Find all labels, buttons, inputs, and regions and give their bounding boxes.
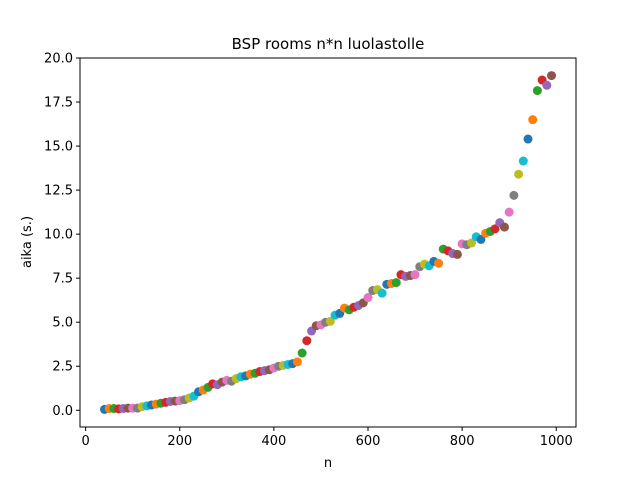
data-point <box>514 169 524 179</box>
data-point <box>509 190 519 200</box>
chart-title: BSP rooms n*n luolastolle <box>232 35 425 53</box>
data-point <box>297 348 307 358</box>
x-axis-label: n <box>324 456 332 471</box>
data-point <box>467 238 477 248</box>
y-tick-label: 12.5 <box>44 184 73 199</box>
data-point <box>518 156 528 166</box>
data-point <box>391 278 401 288</box>
data-point <box>542 80 552 90</box>
y-tick-label: 20.0 <box>44 52 73 67</box>
data-point <box>325 316 335 326</box>
data-point <box>363 293 373 303</box>
data-point <box>523 134 533 144</box>
y-tick-label: 15.0 <box>44 140 73 155</box>
data-point <box>476 234 486 244</box>
y-tick-label: 0.0 <box>52 404 73 419</box>
x-tick-label: 600 <box>356 434 381 449</box>
data-point <box>292 357 302 367</box>
data-point <box>377 288 387 298</box>
y-axis-label: aika (s.) <box>20 216 35 268</box>
plot-frame <box>79 57 577 428</box>
y-axis: 0.0 2.5 5.0 7.5 10.0 12.5 15.0 17.5 20.0 <box>44 52 80 419</box>
y-tick-label: 7.5 <box>52 272 73 287</box>
data-point <box>410 270 420 280</box>
x-tick-label: 1000 <box>540 434 573 449</box>
data-point <box>499 222 509 232</box>
data-points <box>99 71 557 414</box>
data-point <box>547 71 557 81</box>
data-point <box>490 224 500 234</box>
x-tick-label: 400 <box>261 434 286 449</box>
x-tick-label: 800 <box>450 434 475 449</box>
y-tick-label: 5.0 <box>52 316 73 331</box>
data-point <box>302 336 312 346</box>
data-point <box>452 249 462 259</box>
x-axis: 0 200 400 600 800 1000 <box>82 427 573 449</box>
data-point <box>434 258 444 268</box>
y-tick-label: 17.5 <box>44 96 73 111</box>
data-point <box>504 207 514 217</box>
data-point <box>532 86 542 96</box>
data-point <box>528 115 538 125</box>
y-tick-label: 10.0 <box>44 228 73 243</box>
x-tick-label: 200 <box>167 434 192 449</box>
y-tick-label: 2.5 <box>52 360 73 375</box>
x-tick-label: 0 <box>82 434 90 449</box>
